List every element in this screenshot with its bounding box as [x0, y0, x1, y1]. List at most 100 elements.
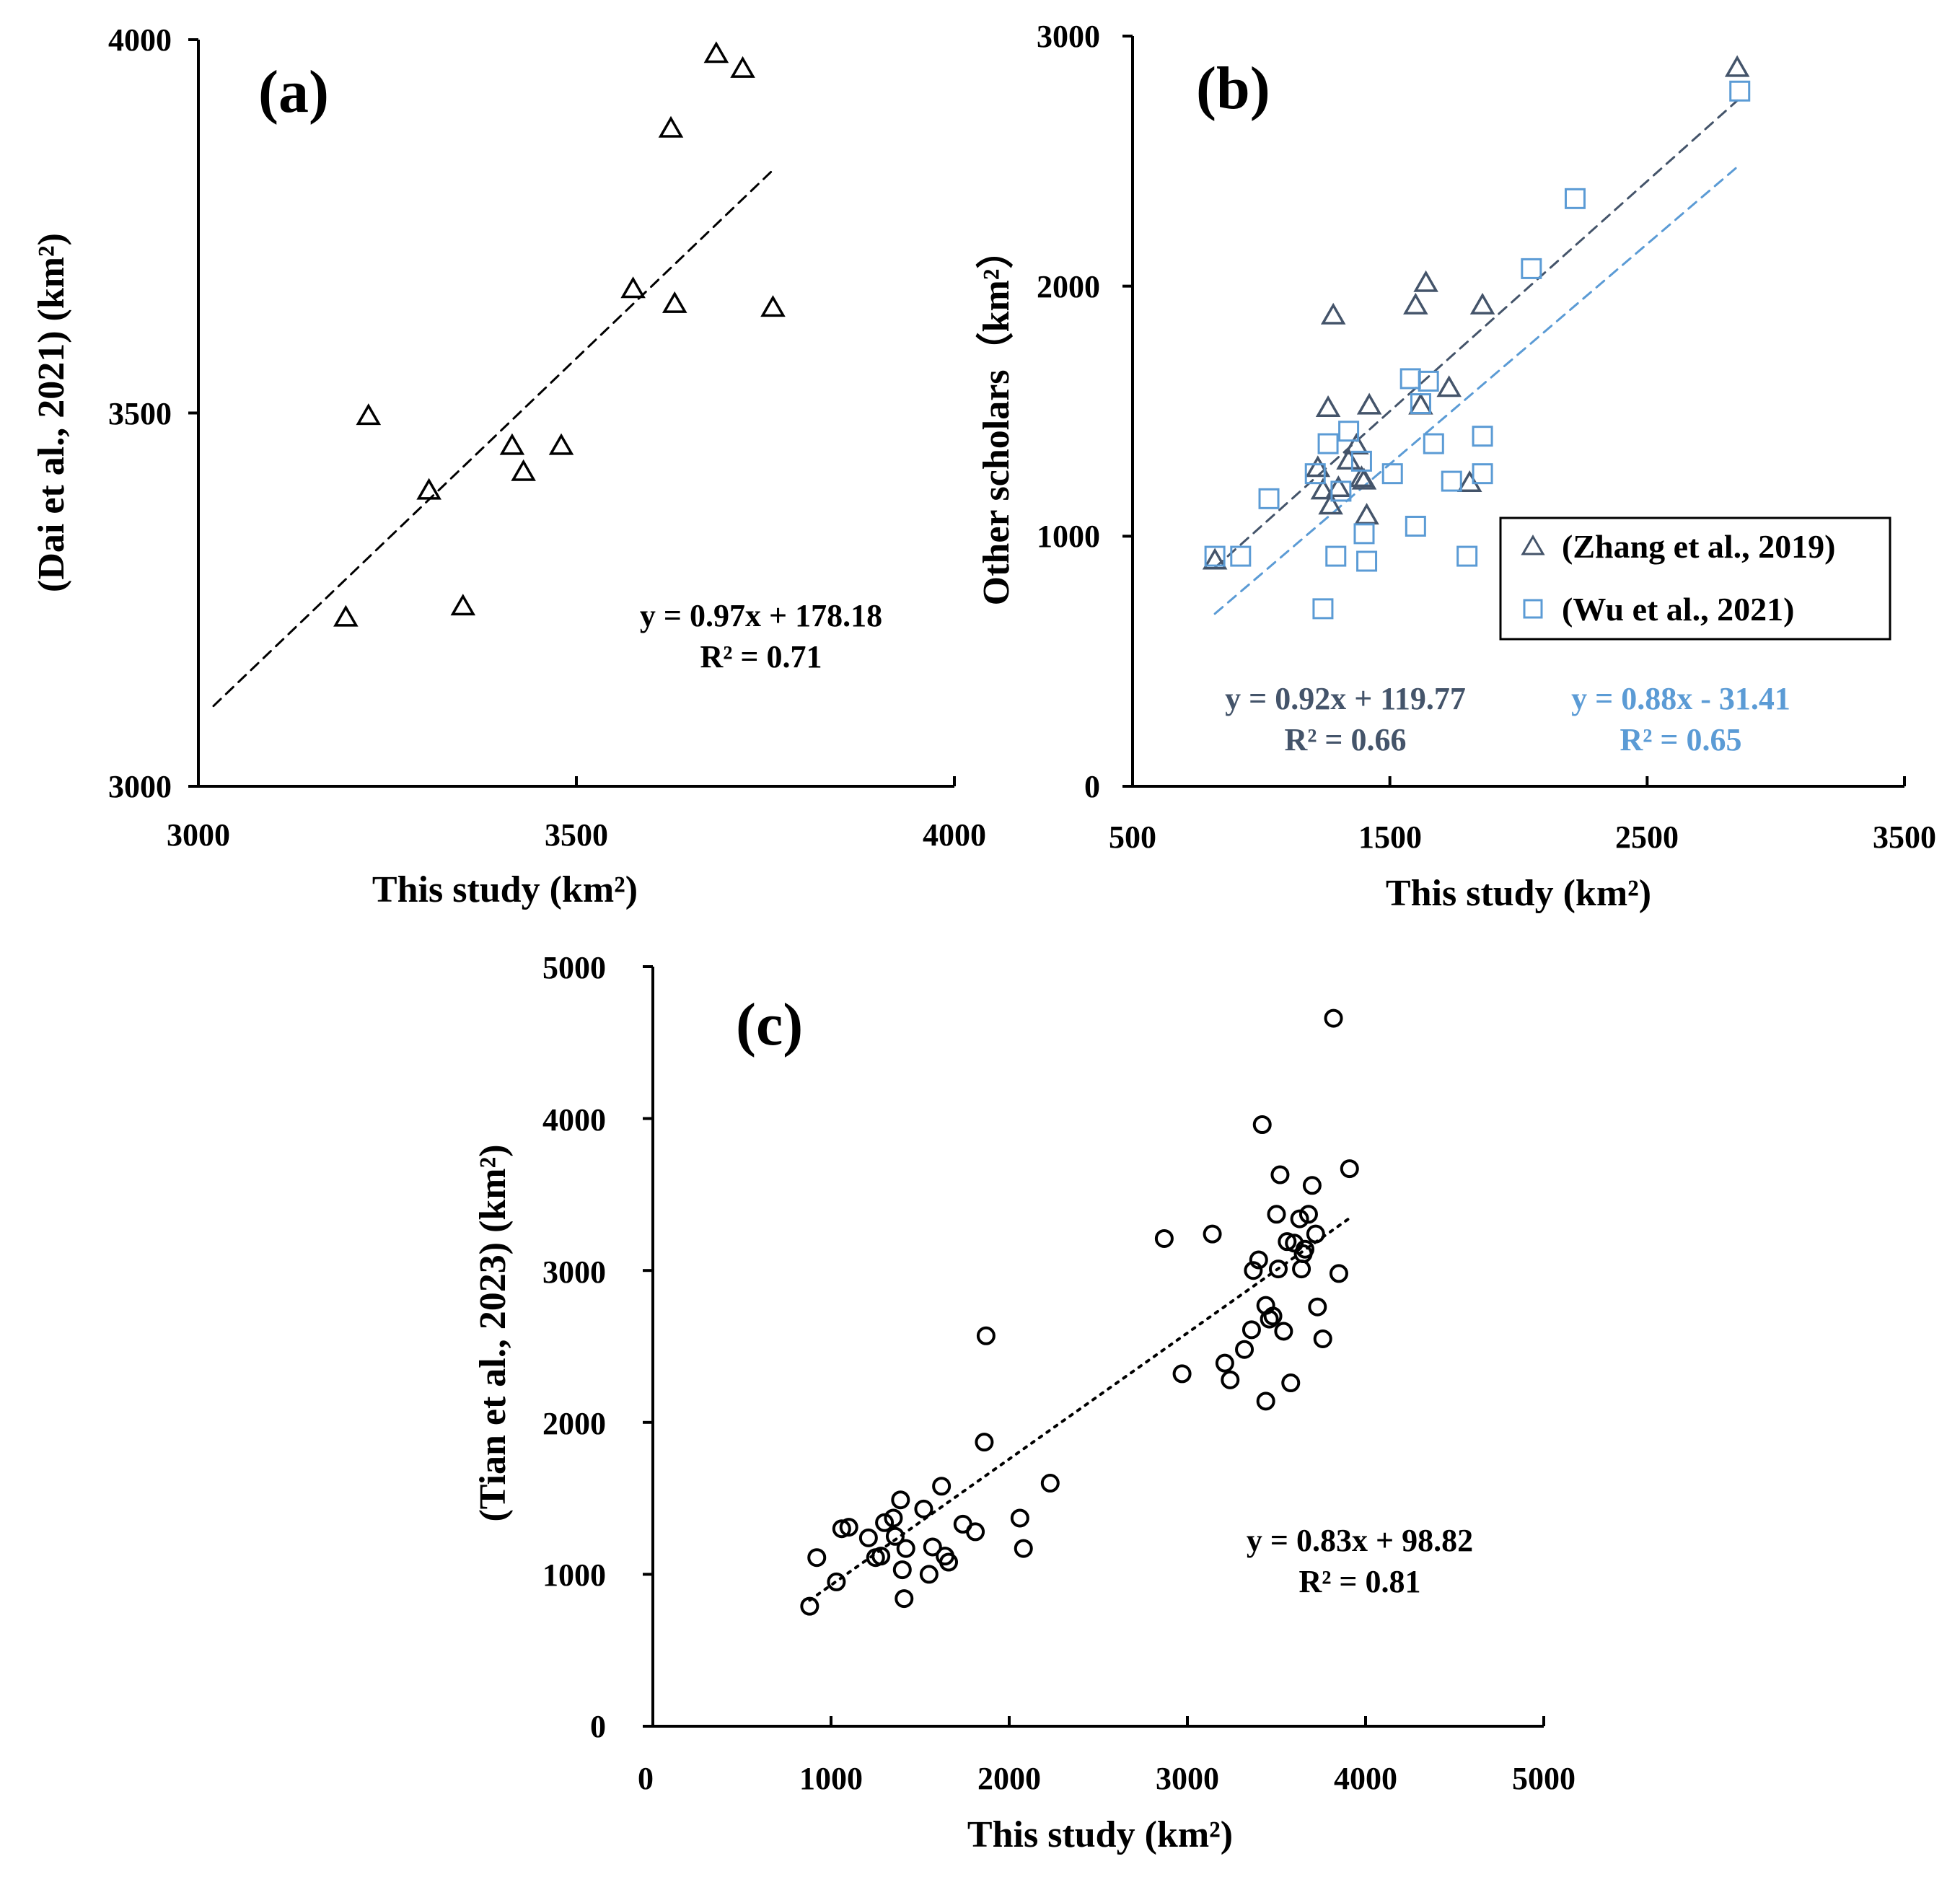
panel-b-point-0-2 — [1310, 478, 1336, 500]
panel-c-point-0-54 — [1302, 1176, 1322, 1195]
panel-a-point-0-5 — [511, 459, 536, 481]
panel-a-ytick-1: 3500 — [108, 396, 172, 431]
panel-a-ticks — [188, 38, 956, 788]
panel-c-ytick-1: 1000 — [542, 1557, 606, 1593]
panel-c-equation: y = 0.83x + 98.82 — [1247, 1523, 1473, 1558]
panel-b-ticks — [1122, 35, 1906, 788]
panel-c-point-0-39 — [1256, 1392, 1275, 1411]
panel-b-trendline-0 — [1213, 100, 1739, 569]
panel-b-point-1-11 — [1356, 550, 1378, 572]
panel-c-point-0-40 — [1260, 1309, 1279, 1329]
panel-c-point-0-2 — [827, 1572, 846, 1591]
panel-c-point-0-41 — [1263, 1306, 1283, 1326]
panel-c-trendline-0 — [808, 1216, 1351, 1602]
panel-a-r2: R² = 0.71 — [700, 639, 822, 674]
panel-b-point-1-13 — [1399, 368, 1421, 390]
panel-c-point-0-10 — [885, 1526, 905, 1546]
panel-b-point-1-8 — [1338, 421, 1360, 442]
panel-c-xtick-0: 0 — [638, 1761, 654, 1796]
panel-b-point-1-20 — [1472, 426, 1493, 447]
panel-b-point-1-19 — [1456, 545, 1478, 567]
panel-c-xtick-2: 2000 — [977, 1761, 1041, 1796]
panel-b-point-1-5 — [1317, 433, 1339, 454]
panel-b-marks — [1202, 55, 1751, 620]
panel-c-point-0-26 — [1014, 1539, 1033, 1558]
panel-b-point-1-14 — [1405, 515, 1426, 537]
panel-b-point-0-14 — [1408, 392, 1433, 415]
panel-c-ticks — [643, 965, 1545, 1728]
panel-c-point-0-7 — [871, 1547, 891, 1566]
panel-c-point-0-17 — [923, 1537, 942, 1557]
panel-b: 0 1000 2000 3000 500 1500 2500 3500 This… — [975, 19, 1936, 914]
panel-b-point-1-16 — [1418, 370, 1439, 392]
panel-b-legend-box — [1499, 516, 1891, 641]
panel-b-xtick-2: 2500 — [1615, 819, 1679, 855]
panel-c-label: (c) — [736, 991, 803, 1058]
panel-c-ytick-5: 5000 — [542, 950, 606, 985]
panel-b-point-0-12 — [1356, 392, 1382, 415]
panel-a-point-0-10 — [703, 41, 729, 63]
panel-c-point-0-1 — [807, 1548, 827, 1568]
panel-c-point-0-25 — [1010, 1508, 1029, 1528]
panel-a-xtick-2: 4000 — [923, 817, 986, 853]
panel-c-point-0-8 — [875, 1513, 895, 1532]
panel-c-point-0-36 — [1249, 1250, 1268, 1270]
panel-c-marks — [800, 1008, 1359, 1616]
panel-c-point-0-14 — [896, 1539, 915, 1558]
panel-b-point-1-21 — [1472, 463, 1493, 485]
panel-b-xtick-1: 1500 — [1358, 819, 1422, 855]
panel-c-xlabel: This study (km²) — [967, 1814, 1233, 1855]
panel-b-equation-zhang: y = 0.92x + 119.77 — [1225, 681, 1466, 716]
panel-b-point-1-12 — [1381, 463, 1403, 485]
panel-c-point-0-47 — [1281, 1373, 1301, 1393]
panel-a-point-0-0 — [333, 605, 359, 627]
panel-b-r2-wu: R² = 0.65 — [1620, 722, 1741, 757]
panel-b-point-1-3 — [1304, 463, 1326, 485]
panel-a-xtick-0: 3000 — [167, 817, 230, 853]
panel-b-ylabel: Other scholars（km²） — [975, 232, 1017, 606]
panel-c-point-0-42 — [1267, 1205, 1286, 1224]
panel-b-point-0-15 — [1413, 270, 1438, 292]
panel-b-point-1-9 — [1350, 450, 1372, 472]
panel-c-point-0-55 — [1306, 1224, 1325, 1244]
panel-a-trendline-0 — [212, 169, 774, 708]
panel-c-point-0-52 — [1296, 1239, 1315, 1259]
panel-b-point-1-7 — [1330, 480, 1352, 502]
panel-c-ytick-3: 3000 — [542, 1254, 606, 1290]
panel-c-xtick-1: 1000 — [799, 1761, 863, 1796]
panel-b-point-0-10 — [1351, 467, 1377, 490]
panel-c-point-0-9 — [884, 1508, 903, 1528]
panel-a-xlabel: This study (km²) — [372, 869, 638, 910]
panel-c-point-0-46 — [1278, 1232, 1297, 1252]
panel-c: 0 1000 2000 3000 4000 5000 0 1000 2000 3… — [473, 950, 1576, 1855]
panel-b-trendline-1 — [1213, 165, 1739, 615]
panel-b-ytick-2: 2000 — [1037, 269, 1100, 304]
panel-c-point-0-37 — [1252, 1115, 1272, 1135]
panel-a-marks — [212, 41, 786, 708]
panel-c-point-0-43 — [1268, 1260, 1288, 1279]
panel-c-ytick-4: 4000 — [542, 1102, 606, 1138]
panel-c-point-0-33 — [1235, 1340, 1254, 1359]
panel-b-label: (b) — [1196, 55, 1270, 122]
panel-c-r2: R² = 0.81 — [1298, 1564, 1420, 1599]
panel-b-point-0-11 — [1354, 503, 1379, 525]
panel-c-point-0-12 — [892, 1560, 912, 1580]
panel-a-point-0-8 — [658, 115, 684, 138]
panel-a-point-0-9 — [662, 291, 687, 313]
panel-b-point-0-0 — [1202, 548, 1228, 570]
panel-b-xtick-3: 3500 — [1873, 819, 1936, 855]
panel-c-point-0-60 — [1340, 1159, 1359, 1179]
panel-a-ytick-0: 3000 — [108, 769, 172, 804]
panel-b-point-0-3 — [1315, 395, 1341, 418]
panel-c-point-0-44 — [1270, 1165, 1290, 1184]
panel-c-point-0-31 — [1215, 1353, 1234, 1373]
panel-c-point-0-5 — [858, 1528, 878, 1547]
panel-b-ytick-0: 0 — [1084, 769, 1100, 804]
panel-c-point-0-30 — [1203, 1224, 1222, 1244]
panel-a-point-0-7 — [620, 276, 646, 299]
panel-c-point-0-27 — [1040, 1474, 1060, 1493]
panel-c-point-0-58 — [1324, 1008, 1343, 1028]
panel-a-ytick-2: 4000 — [108, 22, 172, 58]
